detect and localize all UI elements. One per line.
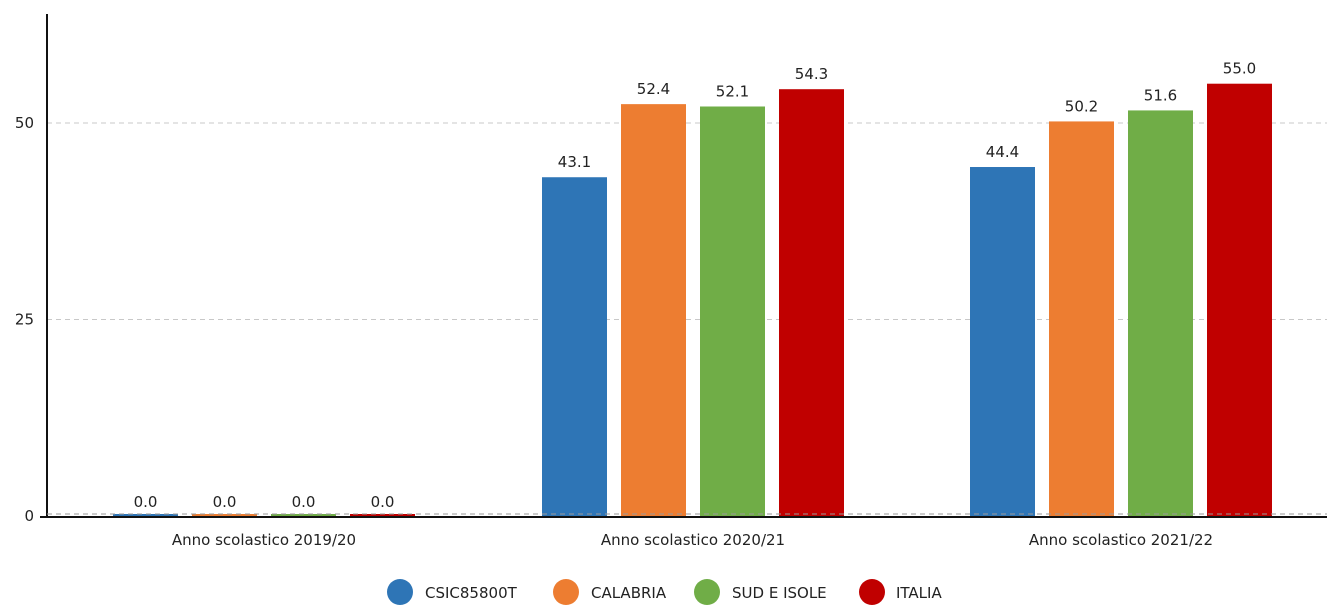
y-tick-labels: 0 25 50 [15,114,34,525]
data-label: 0.0 [134,493,158,511]
legend-marker [694,579,720,605]
data-label: 0.0 [292,493,316,511]
x-tick-label: Anno scolastico 2019/20 [172,531,356,549]
legend-label: CALABRIA [591,584,667,602]
legend: CSIC85800T CALABRIA SUD E ISOLE ITALIA [387,579,942,605]
bar [700,106,765,516]
data-label: 54.3 [795,65,828,83]
data-label: 55.0 [1223,60,1256,78]
data-label: 51.6 [1144,86,1177,104]
data-label: 43.1 [558,153,591,171]
bar [1049,121,1114,516]
legend-label: CSIC85800T [425,584,518,602]
data-label: 52.4 [637,80,670,98]
data-label: 0.0 [371,493,395,511]
axes [40,14,1327,518]
bar [113,514,178,516]
y-tick-label: 25 [15,311,34,329]
data-label: 0.0 [213,493,237,511]
data-label: 52.1 [716,82,749,100]
bar [779,89,844,517]
y-tick-label: 0 [24,507,34,525]
legend-marker [553,579,579,605]
y-tick-label: 50 [15,114,34,132]
x-tick-label: Anno scolastico 2021/22 [1029,531,1213,549]
legend-marker [859,579,885,605]
legend-label: SUD E ISOLE [732,584,827,602]
bar [271,514,336,516]
legend-label: ITALIA [896,584,942,602]
bar [192,514,257,516]
data-label: 44.4 [986,143,1019,161]
bar [621,104,686,517]
bar [970,167,1035,517]
x-tick-labels: Anno scolastico 2019/20 Anno scolastico 2… [172,531,1213,549]
data-labels: 0.0 43.1 44.4 0.0 52.4 50.2 0.0 52.1 51.6 0.0 54.3… [134,60,1257,511]
bar [542,177,607,516]
legend-marker [387,579,413,605]
bar [1128,110,1193,516]
x-tick-label: Anno scolastico 2020/21 [601,531,785,549]
bar [350,514,415,516]
bars [113,83,1272,517]
data-label: 50.2 [1065,97,1098,115]
bar [1207,83,1272,516]
